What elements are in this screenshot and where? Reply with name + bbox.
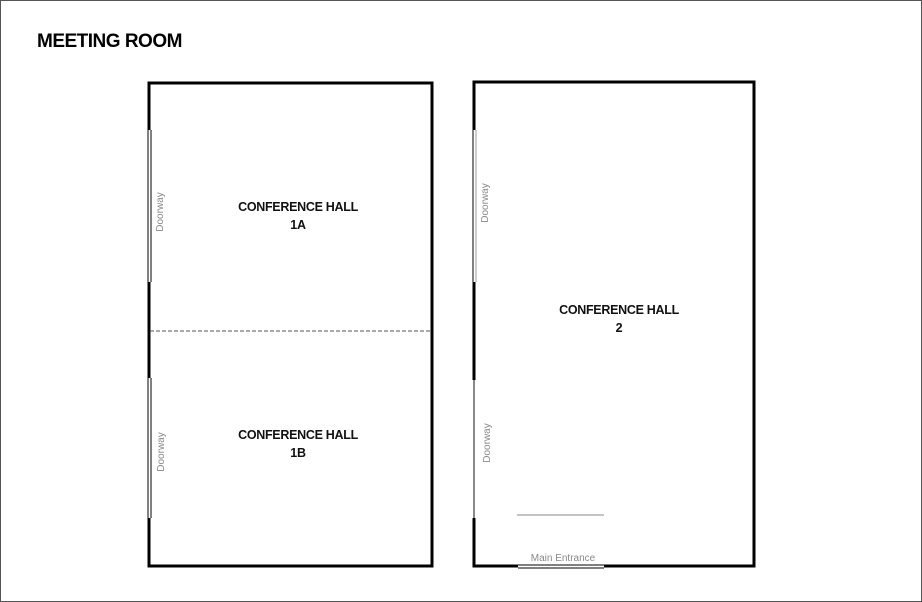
room-1: Doorway Doorway CONFERENCE HALL 1A CONFE… [147, 81, 434, 568]
hall-1a-name: CONFERENCE HALL [238, 200, 358, 214]
doorway-label: Doorway [155, 192, 166, 231]
hall-2-number: 2 [616, 321, 623, 335]
main-entrance[interactable] [518, 564, 604, 569]
room-1-wall [147, 81, 434, 568]
hall-1a-number: 1A [290, 218, 306, 232]
doorway-label: Doorway [482, 423, 493, 462]
doorway-1a[interactable] [147, 130, 152, 282]
hall-1b-name: CONFERENCE HALL [238, 428, 358, 442]
room-2-wall-segment [472, 518, 518, 568]
doorway-label: Doorway [480, 183, 491, 222]
doorway-1b[interactable] [147, 378, 152, 518]
doorway-2-upper[interactable] [472, 130, 477, 282]
page-title: MEETING ROOM [37, 31, 182, 52]
hall-1b-number: 1B [290, 446, 306, 460]
hall-2-name: CONFERENCE HALL [559, 303, 679, 317]
room-2-wall [472, 80, 756, 568]
doorway-label: Doorway [156, 432, 167, 471]
room-2: Doorway Doorway Main Entrance CONFERENCE… [472, 80, 756, 569]
main-entrance-label: Main Entrance [531, 553, 596, 564]
